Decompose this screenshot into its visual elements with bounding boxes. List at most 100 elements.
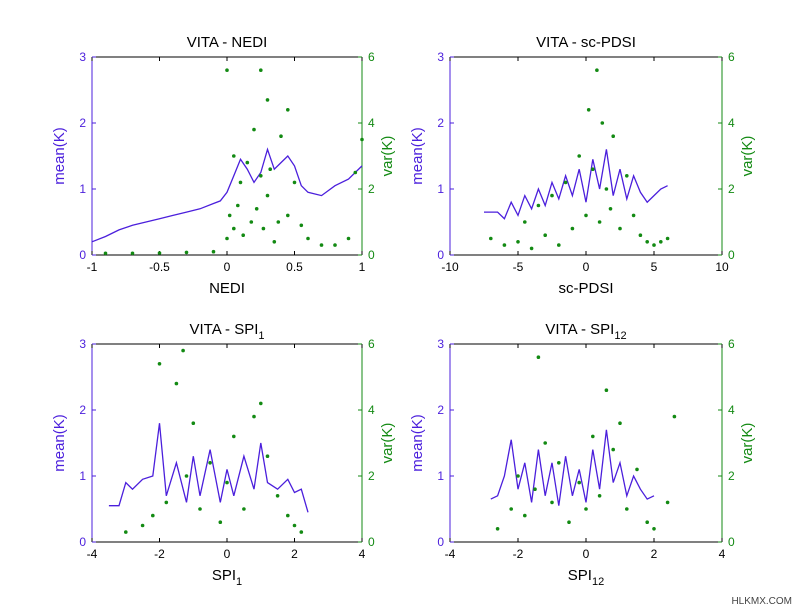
var-point <box>557 243 561 247</box>
var-point <box>225 68 229 72</box>
var-point <box>174 381 179 386</box>
x-tick-label: 0 <box>224 547 231 561</box>
var-point <box>227 213 232 218</box>
var-point <box>184 474 189 478</box>
var-point <box>276 220 281 224</box>
var-point <box>638 233 643 237</box>
var-point <box>124 530 128 534</box>
var-point <box>502 243 507 247</box>
var-point <box>275 494 280 498</box>
var-point <box>604 388 609 393</box>
x-tick-label: 0.5 <box>286 260 303 274</box>
left-y-tick-label: 0 <box>437 248 444 262</box>
var-point <box>652 527 656 531</box>
var-point <box>529 246 534 251</box>
right-y-tick-label: 0 <box>728 248 735 262</box>
x-tick-label: -4 <box>445 547 456 561</box>
x-tick-label: 4 <box>359 547 366 561</box>
var-point <box>570 226 575 231</box>
var-point <box>509 507 513 511</box>
left-y-tick-label: 0 <box>79 248 86 262</box>
mean-series-line <box>484 149 668 220</box>
var-point <box>306 236 310 241</box>
right-y-axis-label: var(K) <box>739 136 756 177</box>
var-point <box>489 236 493 241</box>
var-point <box>600 121 605 125</box>
x-axis-label: SPI1 <box>212 567 242 588</box>
var-point <box>292 523 297 528</box>
var-point <box>495 527 500 531</box>
right-y-tick-label: 6 <box>728 337 735 351</box>
var-point <box>333 243 337 247</box>
var-point <box>211 249 216 254</box>
var-point <box>259 174 263 178</box>
var-point <box>164 500 169 505</box>
x-tick-label: -2 <box>154 547 165 561</box>
var-point <box>550 500 554 505</box>
left-y-tick-label: 3 <box>437 337 444 351</box>
x-tick-label: -5 <box>513 260 524 274</box>
right-y-tick-label: 0 <box>368 248 375 262</box>
right-y-tick-label: 0 <box>368 535 375 549</box>
var-point <box>550 193 554 198</box>
left-y-axis-label: mean(K) <box>51 127 68 185</box>
right-y-axis-label: var(K) <box>379 136 396 177</box>
var-point <box>543 233 547 237</box>
var-point <box>319 243 324 247</box>
var-point <box>665 236 670 241</box>
var-point <box>245 160 250 165</box>
left-y-axis-label: mean(K) <box>409 414 426 472</box>
left-y-axis-label: mean(K) <box>51 414 68 472</box>
var-point <box>241 233 245 237</box>
var-point <box>543 441 547 445</box>
var-point <box>595 68 599 72</box>
x-tick-label: -4 <box>87 547 98 561</box>
mean-series-line <box>91 147 363 243</box>
x-tick-label: -1 <box>87 260 98 274</box>
x-tick-label: 2 <box>291 547 298 561</box>
right-y-tick-label: 6 <box>368 337 375 351</box>
var-point <box>232 226 236 231</box>
left-y-tick-label: 2 <box>79 116 86 130</box>
var-point <box>279 134 283 138</box>
var-point <box>254 207 259 211</box>
var-point <box>597 220 602 224</box>
x-tick-label: 4 <box>719 547 726 561</box>
var-point <box>584 213 588 218</box>
var-point <box>232 154 236 158</box>
var-point <box>261 226 266 231</box>
watermark: HLKMX.COM <box>731 596 792 607</box>
var-point <box>151 513 155 518</box>
var-point <box>140 523 145 528</box>
var-point <box>286 108 290 112</box>
var-point <box>608 207 613 211</box>
x-tick-label: 0 <box>224 260 231 274</box>
var-point <box>672 414 677 419</box>
var-point <box>292 180 297 185</box>
x-tick-label: 2 <box>651 547 658 561</box>
left-y-tick-label: 3 <box>79 337 86 351</box>
left-y-tick-label: 1 <box>437 182 444 196</box>
chart-title: VITA - sc-PDSI <box>536 34 636 51</box>
var-point <box>265 454 270 459</box>
var-point <box>252 127 256 132</box>
var-point <box>625 507 629 511</box>
right-y-tick-label: 4 <box>368 403 375 417</box>
right-y-tick-label: 2 <box>368 182 375 196</box>
var-point <box>225 236 229 241</box>
right-y-tick-label: 2 <box>728 469 735 483</box>
var-point <box>232 434 236 439</box>
var-point <box>184 250 189 255</box>
var-point <box>523 220 527 224</box>
right-y-axis-label: var(K) <box>739 423 756 464</box>
left-y-tick-label: 2 <box>437 403 444 417</box>
var-point <box>631 213 636 218</box>
left-y-tick-label: 0 <box>437 535 444 549</box>
left-y-tick-label: 3 <box>79 50 86 64</box>
x-axis-label: SPI12 <box>568 567 604 588</box>
var-point <box>353 170 358 175</box>
chart-title: VITA - NEDI <box>187 34 268 51</box>
